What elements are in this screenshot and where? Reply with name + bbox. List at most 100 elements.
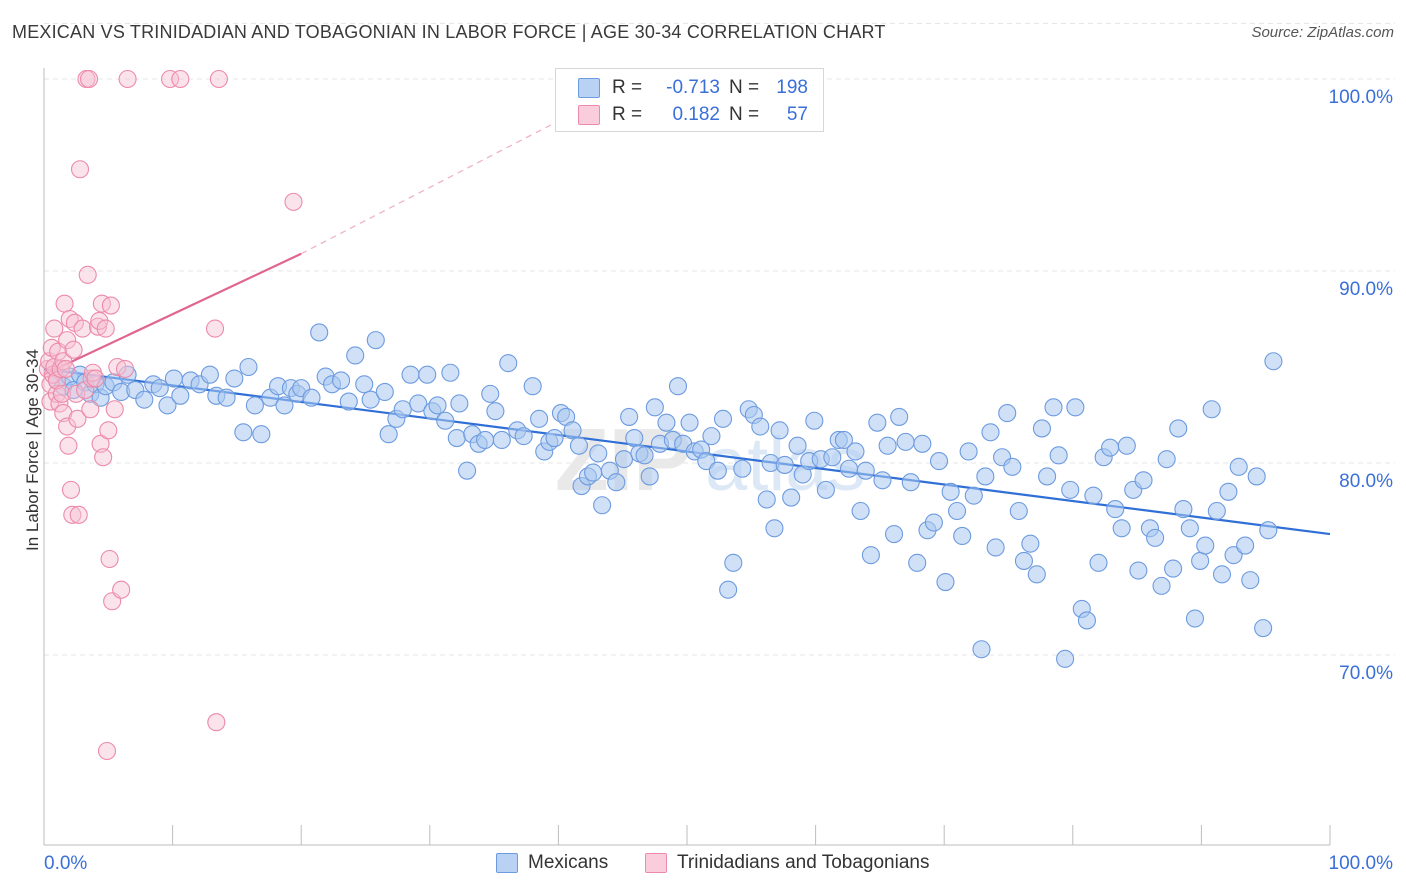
point-mexican (252, 425, 271, 444)
point-mexican (964, 486, 983, 505)
y-axis-label: In Labor Force | Age 30-34 (23, 349, 42, 551)
point-trinidadian (52, 384, 72, 403)
point-mexican (788, 436, 807, 455)
point-mexican (976, 467, 995, 486)
point-mexican (640, 467, 659, 486)
point-trinidadian (284, 192, 303, 211)
trend-line-trinidadians-extension (300, 107, 585, 255)
point-mexican (436, 411, 455, 430)
n-label: N = (729, 77, 760, 98)
point-mexican (856, 461, 875, 480)
point-trinidadian (73, 319, 92, 338)
point-mexican (366, 331, 385, 350)
point-trinidadian (96, 319, 115, 338)
legend-swatch-pink (645, 853, 667, 873)
point-trinidadian (99, 421, 118, 440)
point-mexican (1212, 565, 1232, 584)
point-trinidadian (63, 505, 82, 524)
y-tick-label: 90.0% (1339, 279, 1393, 300)
point-trinidadian (209, 69, 228, 89)
point-mexican (1264, 352, 1283, 371)
point-mexican (217, 388, 236, 407)
point-mexican (584, 463, 603, 482)
point-mexican (913, 434, 932, 453)
point-mexican (680, 413, 699, 432)
point-mexican (1032, 419, 1051, 438)
point-mexican (998, 404, 1017, 423)
point-mexican (530, 409, 549, 428)
point-trinidadian (68, 409, 87, 428)
series-mexicans (47, 323, 1283, 668)
trend-line-trinidadians (43, 252, 302, 376)
legend-swatch-blue (496, 853, 518, 873)
point-trinidadian (118, 69, 137, 89)
point-mexican (275, 396, 294, 415)
point-mexican (563, 421, 582, 440)
point-mexican (164, 369, 183, 388)
point-mexican (953, 526, 972, 546)
point-mexican (200, 365, 219, 384)
point-mexican (733, 459, 752, 478)
point-mexican (1112, 519, 1131, 538)
point-mexican (782, 488, 801, 507)
point-mexican (1229, 457, 1248, 476)
stats-swatch-pink (578, 105, 600, 125)
point-mexican (379, 425, 398, 444)
point-mexican (1117, 436, 1136, 455)
point-trinidadian (67, 384, 86, 403)
point-mexican (1247, 467, 1266, 486)
point-mexican (245, 396, 264, 415)
point-mexican (409, 394, 428, 413)
point-mexican (481, 384, 500, 403)
point-mexican (375, 382, 394, 402)
point-mexican (593, 496, 612, 515)
point-mexican (805, 411, 824, 430)
point-mexican (1009, 501, 1028, 521)
point-mexican (873, 471, 892, 490)
point-mexican (924, 513, 943, 532)
point-mexican (816, 480, 835, 499)
point-mexican (332, 371, 351, 390)
point-mexican (1021, 534, 1040, 553)
point-trinidadian (69, 505, 88, 524)
point-mexican (514, 427, 533, 446)
point-mexican (1241, 571, 1260, 590)
point-trinidadian (160, 69, 180, 89)
tick-labels: 70.0% 80.0% 90.0% 100.0% 0.0% 100.0% (44, 87, 1393, 874)
point-mexican (1254, 619, 1273, 638)
point-trinidadian (108, 357, 127, 377)
point-mexican (589, 444, 608, 463)
point-mexican (458, 461, 477, 480)
point-mexican (959, 442, 978, 461)
point-mexican (346, 346, 365, 365)
point-mexican (225, 369, 244, 388)
point-mexican (1196, 536, 1215, 555)
point-trinidadian (101, 296, 120, 315)
point-trinidadian (115, 359, 135, 378)
x-tick-label: 0.0% (44, 853, 87, 874)
point-mexican (171, 386, 190, 405)
point-mexican (986, 538, 1005, 557)
point-mexican (1066, 398, 1085, 417)
point-mexican (545, 428, 564, 448)
point-mexican (401, 365, 420, 384)
point-mexican (846, 442, 865, 461)
point-mexican (450, 394, 469, 413)
r-label: R = (612, 77, 643, 98)
point-trinidadian (58, 331, 77, 350)
point-mexican (890, 407, 909, 426)
n-value: 57 (786, 104, 808, 125)
point-mexican (884, 524, 904, 544)
chart-title: MEXICAN VS TRINIDADIAN AND TOBAGONIAN IN… (12, 22, 886, 42)
y-axis-label-wrap: In Labor Force | Age 30-34 (18, 300, 48, 600)
point-mexican (1003, 457, 1022, 476)
point-mexican (713, 409, 733, 428)
point-mexican (936, 572, 955, 592)
point-mexican (981, 423, 1000, 442)
point-mexican (1049, 446, 1068, 465)
point-mexican (1134, 471, 1153, 490)
point-mexican (635, 446, 654, 465)
point-trinidadian (81, 400, 100, 419)
point-mexican (1259, 521, 1278, 540)
